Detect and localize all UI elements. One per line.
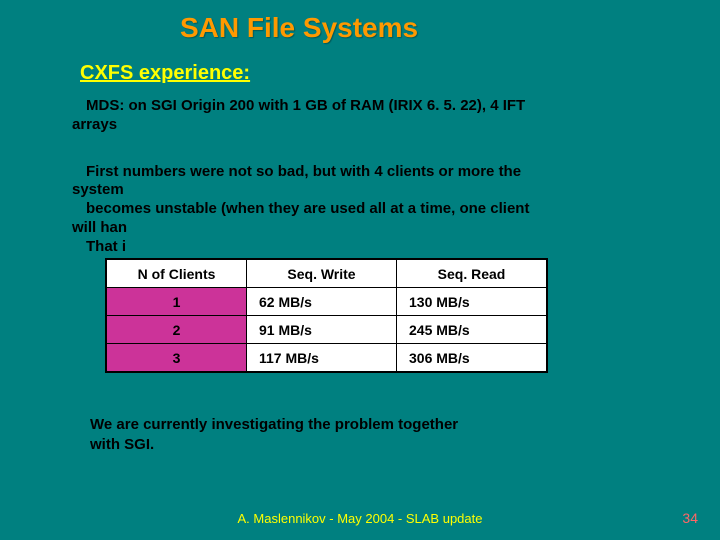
cell-seqwrite: 91 MB/s [247,316,397,344]
cell-seqread: 245 MB/s [397,316,547,344]
para2-line5: That i [86,238,126,255]
slide-subtitle: CXFS experience: [0,44,720,85]
para3-line2: with SGI. [90,436,154,453]
performance-table: N of Clients Seq. Write Seq. Read 1 62 M… [105,258,548,373]
para1-line2: arrays [72,116,117,133]
col-header-seqwrite: Seq. Write [247,260,397,288]
para2-line3: becomes unstable (when they are used all… [86,200,529,217]
table-row: 3 117 MB/s 306 MB/s [107,344,547,372]
cell-clients: 3 [107,344,247,372]
paragraph-first-numbers: First numbers were not so bad, but with … [0,135,720,257]
table-row: 2 91 MB/s 245 MB/s [107,316,547,344]
slide-footer: A. Maslennikov - May 2004 - SLAB update [0,511,720,526]
para2-line1: First numbers were not so bad, but with … [86,163,521,180]
cell-seqread: 130 MB/s [397,288,547,316]
slide-title: SAN File Systems [0,0,720,44]
para2-line4: will han [72,219,127,236]
table-row: 1 62 MB/s 130 MB/s [107,288,547,316]
page-number: 34 [682,510,698,526]
cell-seqread: 306 MB/s [397,344,547,372]
table-header-row: N of Clients Seq. Write Seq. Read [107,260,547,288]
para3-line1: We are currently investigating the probl… [90,416,458,433]
paragraph-investigating: We are currently investigating the probl… [90,415,458,454]
cell-clients: 2 [107,316,247,344]
col-header-seqread: Seq. Read [397,260,547,288]
cell-clients: 1 [107,288,247,316]
para1-line1: MDS: on SGI Origin 200 with 1 GB of RAM … [86,97,525,114]
cell-seqwrite: 62 MB/s [247,288,397,316]
para2-line2: system [72,181,124,198]
paragraph-mds: MDS: on SGI Origin 200 with 1 GB of RAM … [0,85,720,135]
col-header-clients: N of Clients [107,260,247,288]
cell-seqwrite: 117 MB/s [247,344,397,372]
